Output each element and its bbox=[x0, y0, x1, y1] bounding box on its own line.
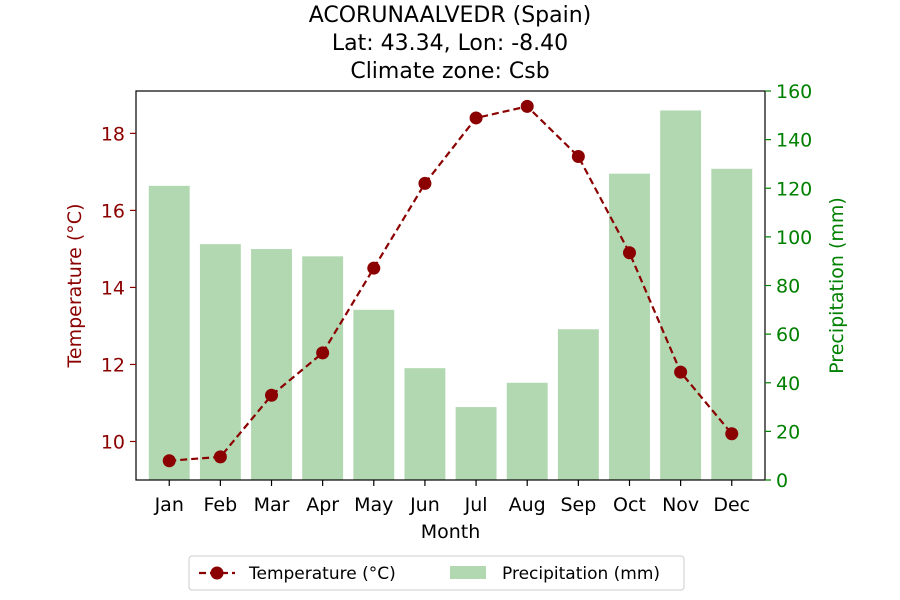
y-right-tick-label: 80 bbox=[776, 276, 800, 298]
y-right-tick-label: 40 bbox=[776, 373, 800, 395]
precipitation-bar bbox=[660, 110, 702, 480]
y-axis-right-label: Precipitation (mm) bbox=[826, 197, 848, 374]
legend: Temperature (°C) Precipitation (mm) bbox=[188, 555, 685, 591]
temperature-line bbox=[162, 99, 739, 468]
x-tick-label: Dec bbox=[713, 494, 750, 516]
precipitation-bar bbox=[251, 249, 292, 480]
precipitation-axis: 0 20 40 60 80 100 120 140 160 bbox=[765, 81, 812, 492]
x-tick-label: Mar bbox=[254, 494, 290, 516]
x-axis-label: Month bbox=[421, 521, 481, 543]
temperature-point bbox=[725, 427, 739, 441]
x-tick-label: Jun bbox=[409, 494, 440, 516]
legend-box bbox=[188, 555, 685, 591]
y-left-tick-label: 12 bbox=[101, 354, 125, 376]
precipitation-bar bbox=[302, 256, 344, 480]
y-left-tick-label: 16 bbox=[101, 200, 125, 222]
precipitation-bars bbox=[148, 110, 753, 481]
temperature-point bbox=[367, 261, 381, 275]
precipitation-bar bbox=[353, 309, 395, 480]
temperature-point bbox=[418, 176, 432, 190]
title-line: Climate zone: Csb bbox=[350, 59, 549, 84]
x-tick-label: Feb bbox=[204, 494, 238, 516]
y-left-tick-label: 18 bbox=[101, 123, 125, 145]
precipitation-bar bbox=[609, 173, 650, 480]
chart-title: ACORUNAALVEDR (Spain) Lat: 43.34, Lon: -8… bbox=[309, 3, 592, 84]
x-tick-label: Apr bbox=[306, 494, 339, 516]
x-tick-label: Aug bbox=[509, 494, 546, 516]
precipitation-bar bbox=[455, 407, 497, 480]
precipitation-bar bbox=[148, 185, 190, 480]
temperature-point bbox=[162, 454, 176, 468]
temperature-point bbox=[316, 346, 330, 360]
x-tick-label: Oct bbox=[613, 494, 646, 516]
y-axis-left-label: Temperature (°C) bbox=[64, 204, 86, 369]
legend-temperature-marker bbox=[210, 566, 224, 580]
x-tick-label: Sep bbox=[560, 494, 596, 516]
y-left-tick-label: 10 bbox=[101, 431, 125, 453]
legend-temperature-label: Temperature (°C) bbox=[248, 564, 396, 584]
temperature-point bbox=[213, 450, 227, 464]
x-tick-label: Jan bbox=[154, 494, 184, 516]
title-line: Lat: 43.34, Lon: -8.40 bbox=[332, 31, 568, 56]
precipitation-bar bbox=[506, 382, 548, 480]
y-right-tick-label: 100 bbox=[776, 227, 812, 249]
x-tick-label: May bbox=[354, 494, 393, 516]
temperature-axis: 10 12 14 16 18 bbox=[101, 123, 136, 453]
temperature-point bbox=[571, 149, 585, 163]
precipitation-bar bbox=[557, 329, 599, 480]
y-right-tick-label: 120 bbox=[776, 178, 812, 200]
temperature-point bbox=[674, 365, 688, 379]
y-right-tick-label: 160 bbox=[776, 81, 812, 103]
y-right-tick-label: 60 bbox=[776, 324, 800, 346]
temperature-point bbox=[520, 99, 534, 113]
legend-precipitation-swatch bbox=[450, 566, 486, 579]
y-right-tick-label: 20 bbox=[776, 421, 800, 443]
y-left-tick-label: 14 bbox=[101, 277, 125, 299]
temperature-point bbox=[469, 111, 483, 125]
title-line: ACORUNAALVEDR (Spain) bbox=[309, 3, 592, 28]
y-right-tick-label: 0 bbox=[776, 470, 788, 492]
x-tick-label: Nov bbox=[662, 494, 699, 516]
month-axis: Jan Feb Mar Apr May Jun Jul Aug Sep Oct Nov Dec bbox=[154, 480, 750, 516]
legend-precipitation-label: Precipitation (mm) bbox=[502, 564, 660, 584]
precipitation-bar bbox=[404, 368, 446, 480]
precipitation-bar bbox=[199, 244, 241, 480]
temperature-point bbox=[622, 246, 636, 260]
x-tick-label: Jul bbox=[464, 494, 488, 516]
temperature-point bbox=[265, 388, 279, 402]
y-right-tick-label: 140 bbox=[776, 130, 812, 152]
